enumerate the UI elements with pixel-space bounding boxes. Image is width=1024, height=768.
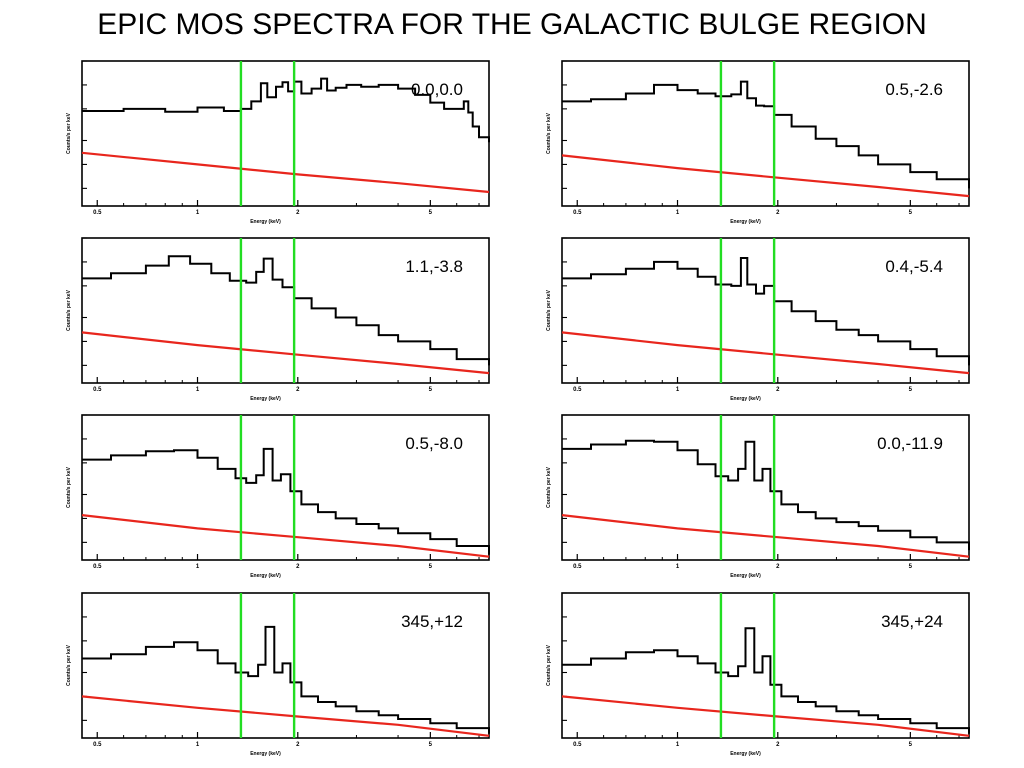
spectrum-panel-3: 0.5 1 2 5 Energy (keV) Counts/s per keV 1.1,-3… bbox=[52, 234, 493, 407]
plot-frame bbox=[81, 414, 490, 561]
y-axis-label: Counts/s per keV bbox=[66, 466, 72, 508]
panel-coordinate-label: 345,+24 bbox=[881, 612, 943, 631]
spectrum-panel-6: 0.5 1 2 5 Energy (keV) Counts/s per keV 0.0,-1… bbox=[532, 411, 973, 584]
plot-frame bbox=[81, 60, 490, 207]
spectrum-line bbox=[562, 627, 970, 734]
x-axis-label: Energy (keV) bbox=[250, 219, 281, 225]
plot-frame bbox=[561, 60, 970, 207]
spectrum-line bbox=[82, 625, 490, 734]
y-axis-label: Counts/s per keV bbox=[66, 289, 72, 331]
x-tick-label: 2 bbox=[776, 742, 780, 748]
x-tick-label: 1 bbox=[196, 387, 200, 393]
background-model-line bbox=[561, 154, 970, 198]
x-axis-label: Energy (keV) bbox=[250, 396, 281, 402]
x-tick-label: 2 bbox=[776, 210, 780, 216]
spectrum-panel-5: 0.5 1 2 5 Energy (keV) Counts/s per keV 0.5,-8… bbox=[52, 411, 493, 584]
spectrum-panel-8: 0.5 1 2 5 Energy (keV) Counts/s per keV 345,+2… bbox=[532, 589, 973, 762]
x-tick-label: 5 bbox=[909, 742, 913, 748]
spectrum-line bbox=[562, 257, 970, 366]
x-tick-label: 0.5 bbox=[93, 564, 102, 570]
spectrum-line bbox=[562, 80, 970, 189]
x-tick-label: 1 bbox=[676, 742, 680, 748]
x-tick-label: 1 bbox=[676, 387, 680, 393]
spectrum-panel-1: 0.5 1 2 5 Energy (keV) Counts/s per keV 0.0,0.… bbox=[52, 57, 493, 230]
plot-frame bbox=[81, 592, 490, 739]
spectrum-panel-4: 0.5 1 2 5 Energy (keV) Counts/s per keV 0.4,-5… bbox=[532, 234, 973, 407]
x-tick-label: 5 bbox=[909, 387, 913, 393]
spectrum-panel-2: 0.5 1 2 5 Energy (keV) Counts/s per keV 0.5,-2… bbox=[532, 57, 973, 230]
x-tick-label: 2 bbox=[776, 564, 780, 570]
spectrum-line bbox=[82, 255, 490, 366]
spectrum-chart-6: 0.5 1 2 5 Energy (keV) Counts/s per keV 0.0,-1… bbox=[546, 414, 970, 579]
plot-frame bbox=[561, 237, 970, 384]
x-tick-label: 1 bbox=[676, 210, 680, 216]
x-tick-label: 2 bbox=[296, 564, 300, 570]
plot-frame bbox=[81, 237, 490, 384]
plot-frame bbox=[561, 414, 970, 561]
panel-coordinate-label: 0.4,-5.4 bbox=[885, 257, 943, 276]
background-model-line bbox=[561, 695, 970, 737]
slide-title: EPIC MOS SPECTRA FOR THE GALACTIC BULGE … bbox=[97, 8, 927, 41]
x-tick-label: 5 bbox=[429, 742, 433, 748]
x-tick-label: 1 bbox=[196, 564, 200, 570]
y-axis-label: Counts/s per keV bbox=[546, 644, 552, 686]
x-tick-label: 0.5 bbox=[93, 742, 102, 748]
x-axis-label: Energy (keV) bbox=[250, 573, 281, 579]
x-axis-label: Energy (keV) bbox=[730, 573, 761, 579]
spectrum-panel-7: 0.5 1 2 5 Energy (keV) Counts/s per keV 345,+1… bbox=[52, 589, 493, 762]
y-axis-label: Counts/s per keV bbox=[546, 112, 552, 154]
panel-coordinate-label: 0.0,0.0 bbox=[411, 80, 463, 99]
background-model-line bbox=[81, 695, 490, 737]
x-tick-label: 0.5 bbox=[573, 742, 582, 748]
x-tick-label: 5 bbox=[429, 210, 433, 216]
x-tick-label: 0.5 bbox=[573, 387, 582, 393]
x-tick-label: 0.5 bbox=[93, 210, 102, 216]
x-tick-label: 1 bbox=[196, 742, 200, 748]
panel-coordinate-label: 0.5,-8.0 bbox=[405, 434, 463, 453]
spectrum-line bbox=[82, 447, 490, 555]
x-axis-label: Energy (keV) bbox=[250, 751, 281, 757]
spectrum-chart-3: 0.5 1 2 5 Energy (keV) Counts/s per keV 1.1,-3… bbox=[66, 237, 490, 402]
background-model-line bbox=[81, 514, 490, 558]
y-axis-label: Counts/s per keV bbox=[66, 644, 72, 686]
x-tick-label: 5 bbox=[429, 387, 433, 393]
x-tick-label: 2 bbox=[296, 387, 300, 393]
x-tick-label: 0.5 bbox=[573, 210, 582, 216]
panel-coordinate-label: 0.5,-2.6 bbox=[885, 80, 943, 99]
background-model-line bbox=[561, 331, 970, 375]
y-axis-label: Counts/s per keV bbox=[546, 289, 552, 331]
panel-coordinate-label: 1.1,-3.8 bbox=[405, 257, 463, 276]
x-tick-label: 2 bbox=[776, 387, 780, 393]
panel-coordinate-label: 345,+12 bbox=[401, 612, 463, 631]
x-axis-label: Energy (keV) bbox=[730, 396, 761, 402]
spectrum-chart-5: 0.5 1 2 5 Energy (keV) Counts/s per keV 0.5,-8… bbox=[66, 414, 490, 579]
x-axis-label: Energy (keV) bbox=[730, 219, 761, 225]
x-tick-label: 2 bbox=[296, 742, 300, 748]
y-axis-label: Counts/s per keV bbox=[66, 112, 72, 154]
x-tick-label: 0.5 bbox=[93, 387, 102, 393]
spectrum-chart-8: 0.5 1 2 5 Energy (keV) Counts/s per keV 345,+2… bbox=[546, 592, 970, 757]
spectrum-chart-7: 0.5 1 2 5 Energy (keV) Counts/s per keV 345,+1… bbox=[66, 592, 490, 757]
x-tick-label: 1 bbox=[676, 564, 680, 570]
background-model-line bbox=[81, 151, 490, 194]
x-tick-label: 5 bbox=[429, 564, 433, 570]
spectrum-line bbox=[562, 439, 970, 551]
x-tick-label: 1 bbox=[196, 210, 200, 216]
x-tick-label: 5 bbox=[909, 564, 913, 570]
spectrum-chart-2: 0.5 1 2 5 Energy (keV) Counts/s per keV 0.5,-2… bbox=[546, 60, 970, 225]
x-tick-label: 0.5 bbox=[573, 564, 582, 570]
background-model-line bbox=[81, 331, 490, 375]
y-axis-label: Counts/s per keV bbox=[546, 466, 552, 508]
panel-coordinate-label: 0.0,-11.9 bbox=[877, 434, 943, 453]
x-tick-label: 2 bbox=[296, 210, 300, 216]
x-tick-label: 5 bbox=[909, 210, 913, 216]
spectrum-chart-1: 0.5 1 2 5 Energy (keV) Counts/s per keV 0.0,0.… bbox=[66, 60, 490, 225]
spectrum-chart-4: 0.5 1 2 5 Energy (keV) Counts/s per keV 0.4,-5… bbox=[546, 237, 970, 402]
background-model-line bbox=[561, 514, 970, 558]
x-axis-label: Energy (keV) bbox=[730, 751, 761, 757]
